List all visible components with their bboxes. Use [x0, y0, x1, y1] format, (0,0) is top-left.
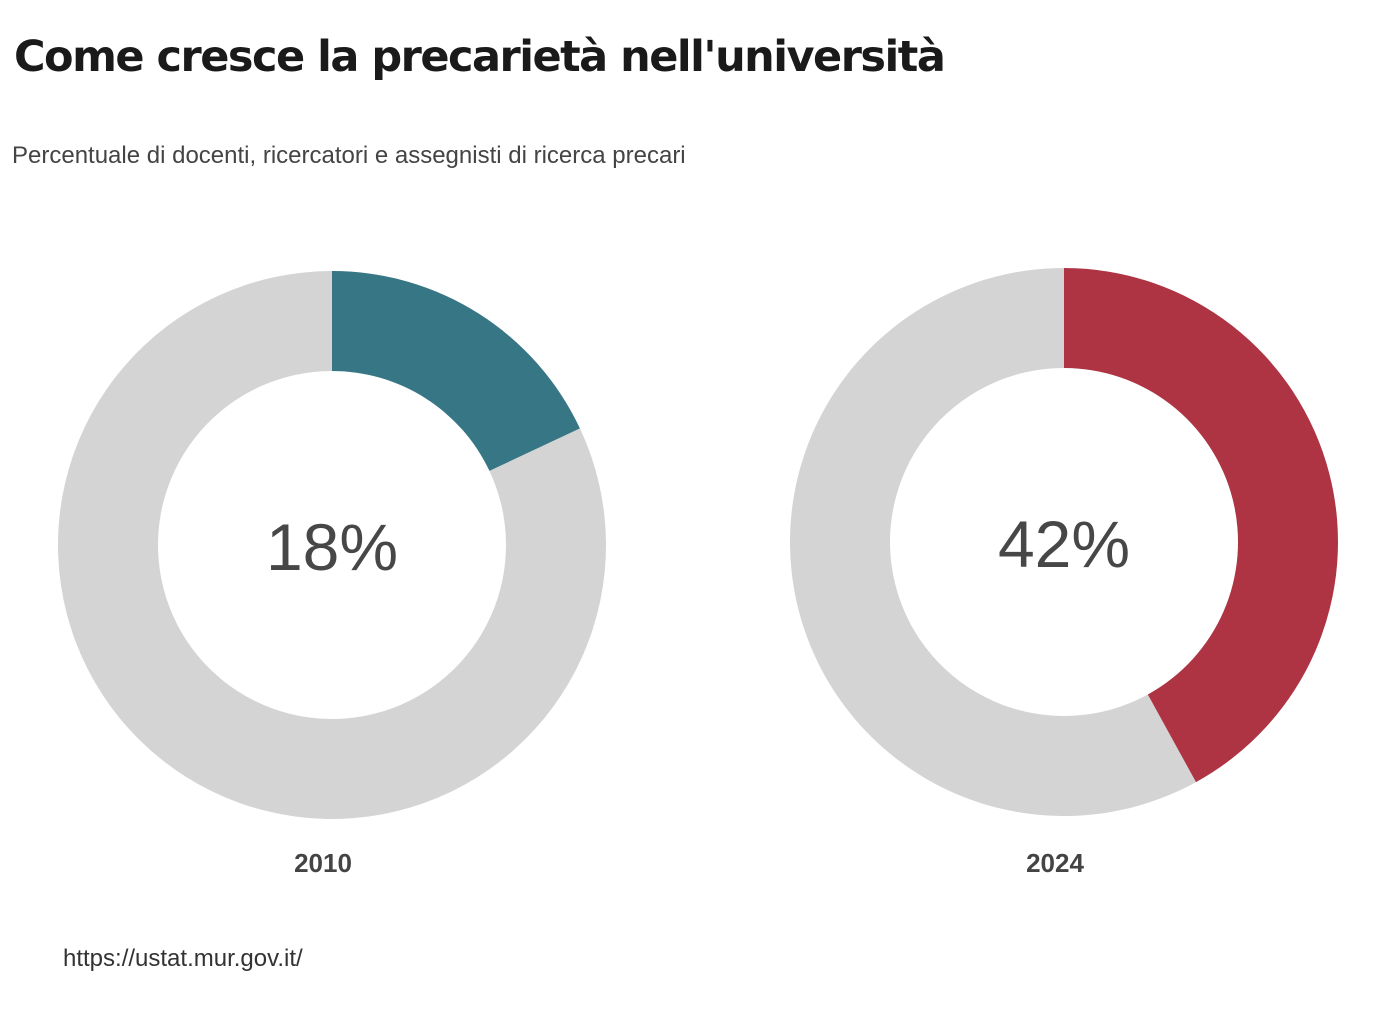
source-link[interactable]: https://ustat.mur.gov.it/: [63, 945, 303, 972]
chart-title: Come cresce la precarietà nell'universit…: [14, 32, 946, 82]
donut-2024-value-label: 42%: [998, 507, 1130, 581]
donut-2010-rest-arc: [57, 271, 606, 819]
chart-subtitle: Percentuale di docenti, ricercatori e as…: [12, 142, 686, 169]
donut-2024-year-label: 2024: [1026, 848, 1084, 878]
donut-2010-value-label: 18%: [266, 510, 398, 584]
donut-2010-value-arc: [332, 271, 580, 471]
donut-2024-rest-arc: [790, 268, 1197, 817]
donut-2024: 42% 2024: [790, 268, 1338, 878]
donut-2010-year-label: 2010: [294, 848, 352, 878]
donut-2010: 18% 2010: [57, 271, 606, 878]
donut-2024-value-arc: [1064, 268, 1338, 783]
